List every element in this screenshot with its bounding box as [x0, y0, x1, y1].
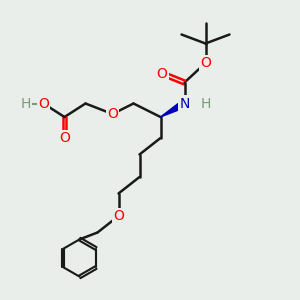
Text: O: O: [113, 209, 124, 223]
Polygon shape: [160, 100, 186, 117]
Text: O: O: [157, 67, 167, 80]
Text: O: O: [107, 107, 118, 121]
Text: H: H: [20, 97, 31, 110]
Text: N: N: [179, 97, 190, 110]
Text: O: O: [59, 131, 70, 145]
Text: O: O: [38, 97, 49, 110]
Text: O: O: [200, 56, 211, 70]
Text: H: H: [200, 97, 211, 110]
